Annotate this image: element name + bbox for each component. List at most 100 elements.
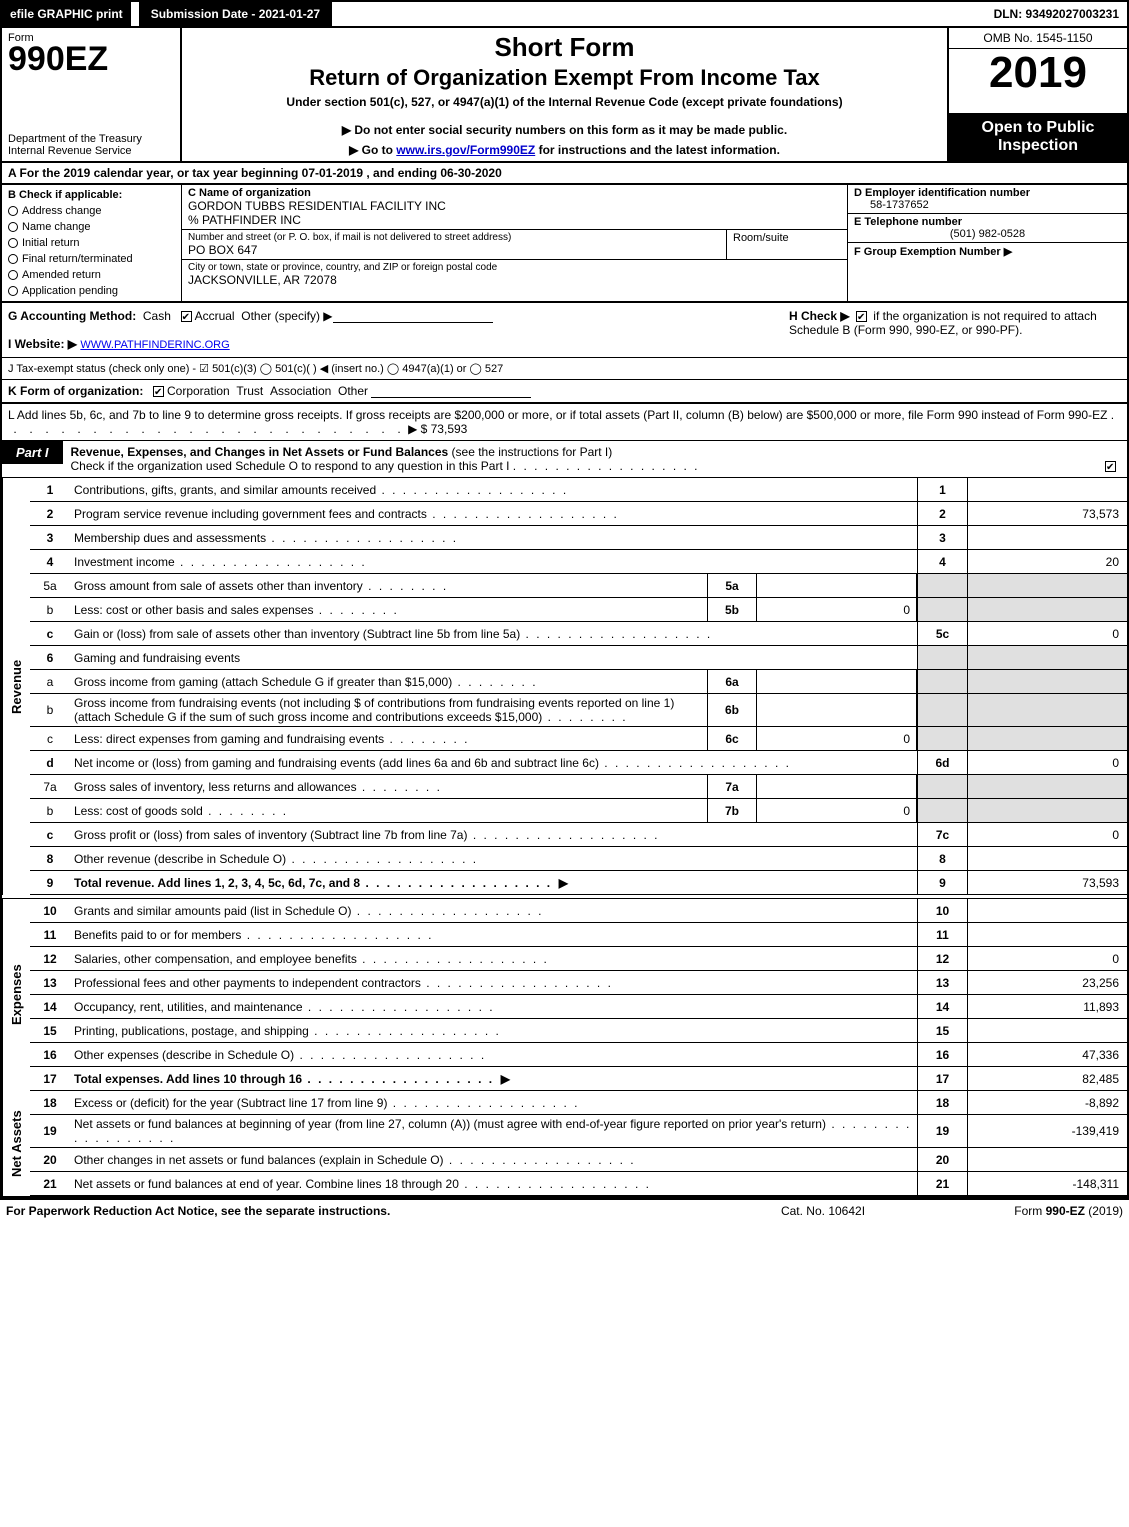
opt-name-change[interactable]: Name change	[8, 221, 175, 233]
line-code: 1	[917, 478, 967, 501]
table-row: c Less: direct expenses from gaming and …	[30, 727, 1127, 751]
line-number: d	[30, 754, 70, 772]
line-code: 8	[917, 847, 967, 870]
line-value	[967, 727, 1127, 750]
i-label: I Website: ▶	[8, 337, 77, 351]
line-code: 12	[917, 947, 967, 970]
line-code	[917, 598, 967, 621]
line-code: 13	[917, 971, 967, 994]
line-desc: Total revenue. Add lines 1, 2, 3, 4, 5c,…	[70, 874, 917, 892]
g-other-input[interactable]	[333, 309, 493, 323]
ein-label: D Employer identification number	[854, 187, 1121, 199]
opt-address-change[interactable]: Address change	[8, 205, 175, 217]
under-section-text: Under section 501(c), 527, or 4947(a)(1)…	[190, 95, 939, 109]
line-desc: Gross amount from sale of assets other t…	[70, 577, 707, 595]
g-other-label: Other (specify) ▶	[241, 309, 332, 323]
form-number: 990EZ	[8, 40, 174, 79]
opt-amended-return[interactable]: Amended return	[8, 269, 175, 281]
table-row: 16 Other expenses (describe in Schedule …	[30, 1043, 1127, 1067]
i-website-row: I Website: ▶ WWW.PATHFINDERINC.ORG	[8, 337, 781, 351]
org-careof: % PATHFINDER INC	[188, 213, 841, 227]
line-desc: Less: cost or other basis and sales expe…	[70, 601, 707, 619]
k-trust-label: Trust	[236, 384, 263, 398]
h-checkbox[interactable]	[856, 311, 867, 322]
line-number: 8	[30, 850, 70, 868]
line-desc: Salaries, other compensation, and employ…	[70, 950, 917, 968]
efile-print-button[interactable]: efile GRAPHIC print	[2, 2, 131, 26]
short-form-title: Short Form	[190, 32, 939, 63]
form-title: Return of Organization Exempt From Incom…	[190, 65, 939, 91]
line-number: 9	[30, 874, 70, 892]
opt-final-return[interactable]: Final return/terminated	[8, 253, 175, 265]
line-number: 18	[30, 1094, 70, 1112]
mini-code: 6a	[707, 670, 757, 693]
table-row: c Gross profit or (loss) from sales of i…	[30, 823, 1127, 847]
instructions-line: ▶ Go to www.irs.gov/Form990EZ for instru…	[190, 143, 939, 157]
group-exemption-label: F Group Exemption Number ▶	[854, 245, 1121, 258]
col-d-ein-phone: D Employer identification number 58-1737…	[847, 185, 1127, 301]
line-value	[967, 775, 1127, 798]
mini-value	[757, 670, 917, 693]
opt-initial-return[interactable]: Initial return	[8, 237, 175, 249]
l-text: L Add lines 5b, 6c, and 7b to line 9 to …	[8, 408, 1107, 422]
col-b-header: B Check if applicable:	[8, 189, 175, 201]
line-value	[967, 799, 1127, 822]
table-row: 6 Gaming and fundraising events	[30, 646, 1127, 670]
line-desc: Gross income from fundraising events (no…	[70, 694, 707, 726]
submission-date-button[interactable]: Submission Date - 2021-01-27	[139, 2, 332, 26]
opt-application-pending[interactable]: Application pending	[8, 285, 175, 297]
line-k-org-form: K Form of organization: Corporation Trus…	[0, 380, 1129, 404]
line-code: 11	[917, 923, 967, 946]
h-schedule-b: H Check ▶ if the organization is not req…	[781, 309, 1121, 351]
line-value	[967, 670, 1127, 693]
open-to-public: Open to Public Inspection	[949, 113, 1127, 161]
table-row: 10 Grants and similar amounts paid (list…	[30, 899, 1127, 923]
line-number: 21	[30, 1175, 70, 1193]
topbar: efile GRAPHIC print Submission Date - 20…	[0, 0, 1129, 26]
cell-phone: E Telephone number (501) 982-0528	[848, 214, 1127, 243]
cell-org-name: C Name of organization GORDON TUBBS RESI…	[182, 185, 847, 230]
irs-link[interactable]: www.irs.gov/Form990EZ	[396, 143, 535, 157]
line-number: 10	[30, 902, 70, 920]
line-number: b	[30, 802, 70, 820]
line-number: b	[30, 601, 70, 619]
g-accrual-checkbox[interactable]	[181, 311, 192, 322]
table-row: 17 Total expenses. Add lines 10 through …	[30, 1067, 1127, 1091]
address-left: Number and street (or P. O. box, if mail…	[182, 230, 727, 259]
k-other-label: Other	[338, 384, 368, 398]
line-desc: Excess or (deficit) for the year (Subtra…	[70, 1094, 917, 1112]
line-code: 20	[917, 1148, 967, 1171]
website-link[interactable]: WWW.PATHFINDERINC.ORG	[80, 339, 229, 351]
line-desc: Membership dues and assessments	[70, 529, 917, 547]
line-number: b	[30, 701, 70, 719]
footer-left: For Paperwork Reduction Act Notice, see …	[6, 1204, 723, 1218]
part-1-check-text: Check if the organization used Schedule …	[71, 459, 510, 473]
city-value: JACKSONVILLE, AR 72078	[188, 273, 841, 287]
mini-code: 6b	[707, 694, 757, 726]
line-number: 20	[30, 1151, 70, 1169]
line-desc: Total expenses. Add lines 10 through 16 …	[70, 1070, 917, 1088]
line-value: -148,311	[967, 1172, 1127, 1195]
k-other-input[interactable]	[371, 384, 531, 398]
line-desc: Gross income from gaming (attach Schedul…	[70, 673, 707, 691]
line-desc: Professional fees and other payments to …	[70, 974, 917, 992]
k-corporation-checkbox[interactable]	[153, 386, 164, 397]
table-row: 21 Net assets or fund balances at end of…	[30, 1172, 1127, 1196]
line-value: 73,573	[967, 502, 1127, 525]
header-right: OMB No. 1545-1150 2019 Open to Public In…	[947, 28, 1127, 161]
line-desc: Other revenue (describe in Schedule O)	[70, 850, 917, 868]
line-value	[967, 646, 1127, 669]
line-desc: Less: cost of goods sold	[70, 802, 707, 820]
line-number: 14	[30, 998, 70, 1016]
note2-pre: ▶ Go to	[349, 143, 396, 157]
line-code: 7c	[917, 823, 967, 846]
mini-code: 6c	[707, 727, 757, 750]
header-mid: Short Form Return of Organization Exempt…	[182, 28, 947, 161]
line-code	[917, 574, 967, 597]
g-label: G Accounting Method:	[8, 309, 136, 323]
line-desc: Printing, publications, postage, and shi…	[70, 1022, 917, 1040]
g-accounting: G Accounting Method: Cash Accrual Other …	[8, 309, 781, 351]
ssn-warning: ▶ Do not enter social security numbers o…	[190, 123, 939, 137]
part-1-checkbox[interactable]	[1105, 461, 1116, 472]
table-row: b Gross income from fundraising events (…	[30, 694, 1127, 727]
